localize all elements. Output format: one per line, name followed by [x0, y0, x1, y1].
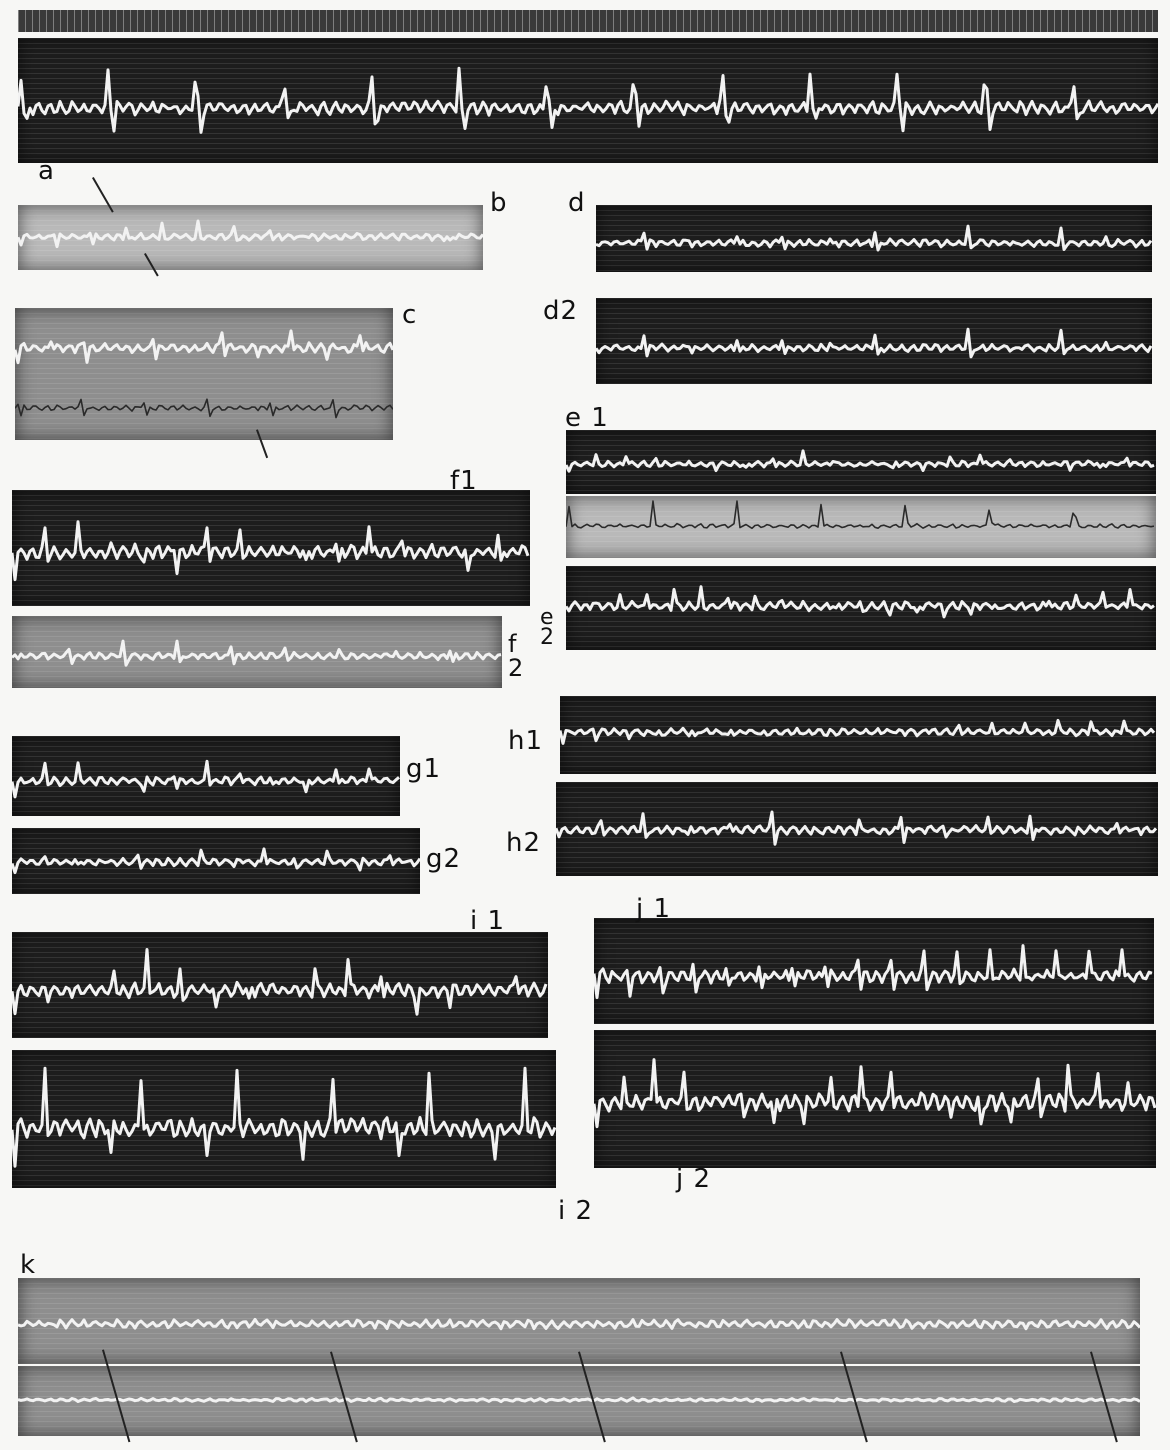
label-c: c	[402, 300, 418, 330]
trace-g2	[12, 847, 420, 875]
trace-line	[594, 1058, 1156, 1129]
trace-line	[566, 449, 1155, 473]
trace-line	[12, 639, 502, 667]
trace-ecg	[566, 500, 1155, 530]
trace-line	[18, 66, 1158, 134]
label-f1: f1	[450, 466, 478, 496]
label-i1: i 1	[470, 906, 506, 936]
ecg-reference-strip	[566, 496, 1156, 558]
ecg-reference-strip-k	[18, 1366, 1140, 1436]
trace-line	[12, 1066, 556, 1168]
trace-j2	[594, 1058, 1156, 1129]
recording-strip-f2	[12, 616, 502, 688]
label-h2: h2	[506, 828, 542, 858]
trace-line	[560, 718, 1156, 745]
trace-g1	[12, 759, 400, 799]
trace-j1	[594, 944, 1153, 1000]
recording-strip-d	[596, 205, 1152, 272]
trace-h1	[560, 718, 1156, 745]
trace-line	[12, 948, 548, 1016]
trace-line	[18, 1317, 1140, 1331]
recording-strip-b	[18, 205, 483, 270]
trace-line	[556, 810, 1158, 846]
recording-strip-a	[18, 38, 1158, 163]
trace-line	[566, 585, 1155, 619]
trace-line	[566, 500, 1155, 530]
label-j2: j 2	[676, 1164, 712, 1194]
label-k: k	[20, 1250, 37, 1280]
trace-f1	[12, 520, 530, 582]
label-d: d	[568, 188, 586, 218]
recording-strip-g2	[12, 828, 420, 894]
recording-strip-c	[15, 308, 393, 440]
recording-strip-h2	[556, 782, 1158, 876]
trace-a	[18, 66, 1158, 134]
recording-strip-e1	[566, 430, 1156, 494]
trace-h2	[556, 810, 1158, 846]
label-a: a	[38, 156, 55, 186]
trace-line	[596, 224, 1152, 252]
recording-strip-k	[18, 1278, 1140, 1364]
trace-line	[18, 1396, 1140, 1404]
trace-d	[596, 224, 1152, 252]
trace-c-lower	[15, 398, 393, 419]
trace-e2	[566, 585, 1155, 619]
trace-f2	[12, 639, 502, 667]
trace-line	[15, 398, 393, 419]
label-f2: f 2	[508, 630, 525, 682]
trace-e1	[566, 449, 1155, 473]
trace-line	[12, 759, 400, 799]
trace-line	[18, 219, 483, 249]
trace-c-upper	[15, 329, 393, 365]
time-marker-bar	[18, 10, 1158, 32]
recording-strip-f1	[12, 490, 530, 606]
recording-strip-j1	[594, 918, 1154, 1024]
label-d2: d2	[543, 296, 579, 326]
trace-i2	[12, 1066, 556, 1168]
label-e2: e 2	[540, 605, 555, 650]
recording-strip-i2	[12, 1050, 556, 1188]
label-e1: e 1	[565, 403, 609, 433]
trace-d2	[596, 327, 1152, 359]
label-h1: h1	[508, 726, 544, 756]
trace-line	[15, 329, 393, 365]
recording-strip-d2	[596, 298, 1152, 384]
trace-k	[18, 1317, 1140, 1331]
trace-i1	[12, 948, 548, 1016]
trace-line	[594, 944, 1153, 1000]
recording-strip-g1	[12, 736, 400, 816]
recording-strip-i1	[12, 932, 548, 1038]
recording-strip-j2	[594, 1030, 1156, 1168]
label-g2: g2	[426, 844, 462, 874]
label-j1: j 1	[636, 894, 672, 924]
label-g1: g1	[406, 754, 442, 784]
label-i2: i 2	[558, 1196, 594, 1226]
trace-line	[12, 847, 420, 875]
label-b: b	[490, 188, 508, 218]
trace-b	[18, 219, 483, 249]
trace-line	[12, 520, 530, 582]
trace-line	[596, 327, 1152, 359]
recording-strip-e2	[566, 566, 1156, 650]
trace-k-ecg	[18, 1396, 1140, 1404]
recording-strip-h1	[560, 696, 1156, 774]
